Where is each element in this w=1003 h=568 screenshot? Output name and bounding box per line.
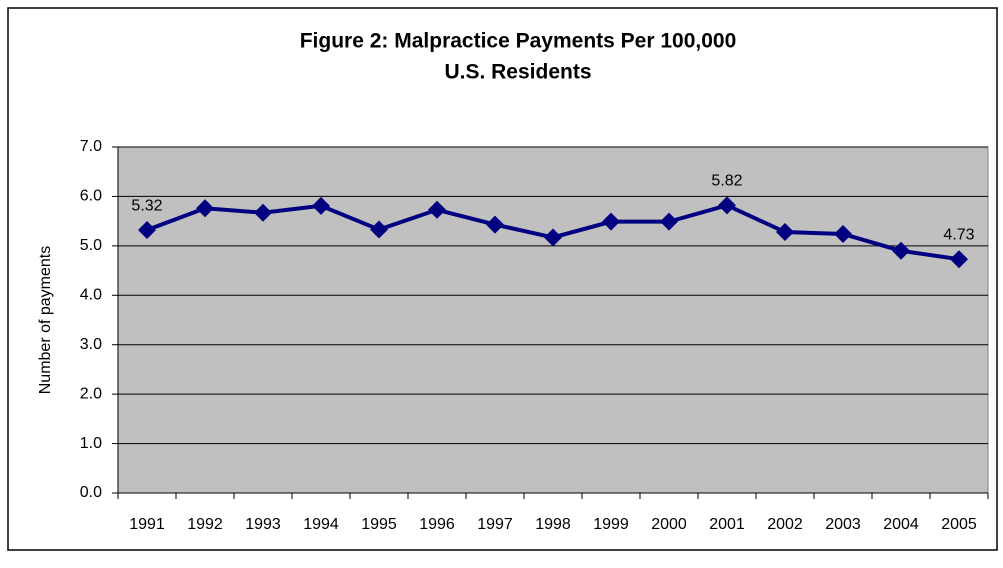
x-tick-label: 1991 xyxy=(129,516,165,533)
data-point xyxy=(312,196,330,215)
data-point xyxy=(370,220,388,239)
y-tick-label: 0.0 xyxy=(80,484,102,501)
x-tick-label: 1997 xyxy=(477,516,513,533)
chart-title: Figure 2: Malpractice Payments Per 100,0… xyxy=(300,30,737,53)
data-point xyxy=(718,196,736,215)
data-point xyxy=(544,228,562,247)
data-point xyxy=(428,200,446,219)
x-tick-label: 2001 xyxy=(709,516,745,533)
y-tick-label: 5.0 xyxy=(80,237,102,254)
data-point xyxy=(254,203,272,222)
y-tick-label: 2.0 xyxy=(80,385,102,402)
y-tick-label: 3.0 xyxy=(80,336,102,353)
y-tick-label: 6.0 xyxy=(80,188,102,205)
x-tick-label: 2000 xyxy=(651,516,687,533)
data-label: 5.32 xyxy=(131,197,162,214)
data-point xyxy=(892,241,910,260)
x-tick-label: 2003 xyxy=(825,516,861,533)
data-point xyxy=(602,212,620,231)
x-tick-label: 1998 xyxy=(535,516,571,533)
y-axis-label: Number of payments xyxy=(37,246,54,395)
x-tick-label: 1996 xyxy=(419,516,455,533)
y-tick-label: 7.0 xyxy=(80,138,102,155)
data-label: 4.73 xyxy=(943,226,974,243)
x-tick-label: 1995 xyxy=(361,516,397,533)
x-tick-label: 2004 xyxy=(883,516,919,533)
data-point xyxy=(834,224,852,243)
data-point xyxy=(138,221,156,240)
x-tick-label: 2002 xyxy=(767,516,803,533)
data-label: 5.82 xyxy=(711,173,742,190)
y-tick-label: 1.0 xyxy=(80,435,102,452)
y-tick-label: 4.0 xyxy=(80,287,102,304)
x-tick-label: 1992 xyxy=(187,516,223,533)
chart-title: U.S. Residents xyxy=(444,61,591,84)
data-point xyxy=(196,199,214,218)
x-tick-label: 1999 xyxy=(593,516,629,533)
x-tick-label: 1994 xyxy=(303,516,339,533)
data-point xyxy=(660,212,678,231)
data-point xyxy=(776,223,794,242)
plot-area xyxy=(117,146,989,494)
data-point xyxy=(486,215,504,234)
x-tick-label: 1993 xyxy=(245,516,281,533)
data-point xyxy=(950,250,968,269)
x-tick-label: 2005 xyxy=(941,516,977,533)
